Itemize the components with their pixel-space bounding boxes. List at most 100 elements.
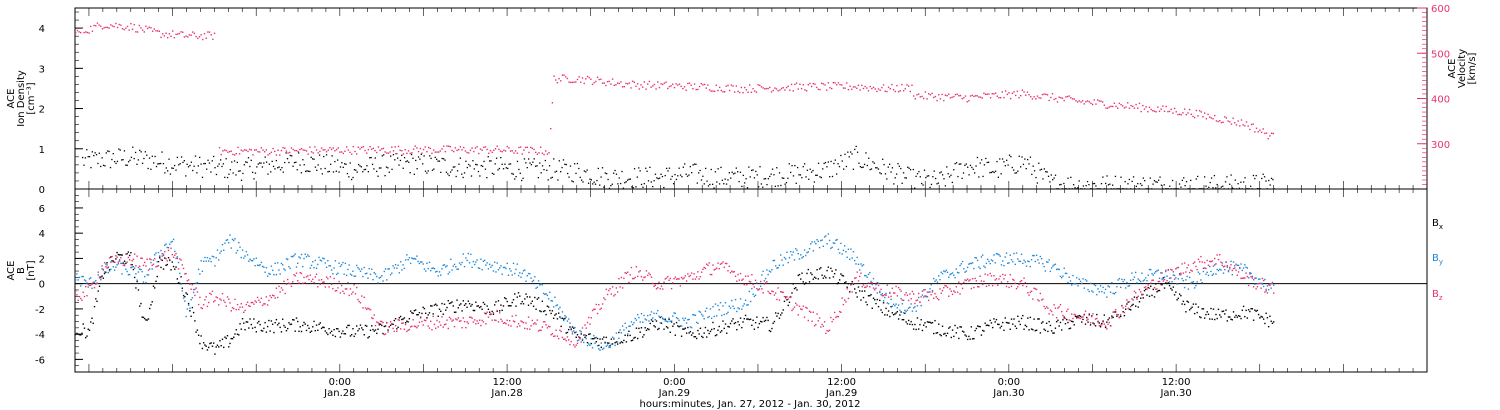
b-point-Bx [759, 320, 762, 323]
b-point-By [1138, 279, 1141, 282]
density-point [408, 161, 410, 163]
velocity-point [1091, 103, 1094, 106]
b-point-Bz [722, 261, 724, 263]
b-point-Bz [522, 321, 525, 324]
velocity-point [837, 82, 840, 84]
b-point-Bx [1257, 313, 1260, 316]
b-point-Bx [924, 322, 926, 324]
b-point-Bz [662, 288, 664, 290]
b-point-Bz [318, 279, 320, 281]
density-point [208, 162, 211, 164]
b-point-Bx [788, 301, 791, 303]
density-point [592, 183, 594, 185]
velocity-point [237, 146, 239, 149]
b-point-By [1094, 284, 1097, 287]
b-point-By [741, 308, 743, 310]
velocity-point [260, 147, 263, 149]
density-point [979, 162, 981, 164]
b-point-Bz [772, 290, 774, 293]
velocity-point [337, 147, 339, 149]
b-point-Bz [608, 289, 610, 292]
velocity-point [1165, 105, 1167, 108]
b-point-By [615, 332, 618, 334]
b-point-Bz [973, 286, 975, 289]
b-point-By [127, 273, 130, 276]
density-point [98, 152, 100, 154]
b-point-By [547, 298, 550, 300]
density-point [724, 178, 726, 180]
velocity-point [392, 150, 395, 152]
velocity-point [1247, 125, 1249, 127]
b-point-Bz [1173, 278, 1176, 280]
velocity-point [568, 81, 570, 83]
b-point-Bx [818, 268, 821, 270]
b-point-By [1251, 275, 1254, 278]
b-point-Bx [934, 319, 936, 322]
b-point-Bz [348, 294, 350, 297]
right-tick-label: 600 [1431, 4, 1450, 15]
b-point-Bx [885, 307, 887, 310]
b-point-Bx [475, 301, 477, 303]
velocity-point [565, 76, 567, 78]
density-point [944, 185, 947, 187]
density-point [242, 172, 244, 175]
b-point-Bz [867, 282, 870, 284]
b-point-Bz [609, 287, 611, 290]
b-point-Bx [1145, 288, 1147, 291]
b-point-Bz [816, 313, 818, 315]
b-point-By [428, 261, 431, 264]
density-point [877, 168, 880, 170]
velocity-point [1168, 110, 1171, 113]
b-point-Bz [147, 269, 150, 271]
b-point-Bz [201, 307, 204, 310]
velocity-point [909, 90, 912, 93]
b-point-Bz [1232, 267, 1235, 270]
b-point-Bz [446, 319, 448, 321]
b-point-Bx [1152, 288, 1154, 291]
b-point-By [910, 303, 912, 305]
velocity-point [1020, 94, 1022, 97]
b-point-Bx [928, 321, 930, 323]
density-point [941, 174, 944, 176]
b-point-By [997, 253, 999, 255]
b-point-Bz [1200, 255, 1202, 258]
density-point [1046, 171, 1048, 173]
b-point-By [781, 259, 783, 261]
b-point-Bx [1138, 301, 1141, 303]
b-point-Bx [862, 296, 865, 299]
b-point-Bz [901, 299, 904, 301]
b-point-Bx [268, 319, 270, 322]
b-point-Bx [753, 328, 756, 330]
density-point [1226, 176, 1228, 178]
density-point [1240, 181, 1242, 183]
b-point-Bx [860, 299, 862, 301]
density-point [580, 179, 583, 181]
b-point-Bx [324, 330, 327, 332]
b-point-By [1191, 281, 1193, 283]
b-point-Bx [988, 324, 990, 327]
density-point [948, 176, 951, 178]
b-point-Bx [847, 283, 850, 285]
b-point-Bz [176, 257, 179, 260]
velocity-point [1193, 116, 1196, 119]
density-point [1078, 180, 1080, 182]
b-point-Bz [511, 315, 513, 317]
velocity-point [192, 31, 194, 33]
density-point [830, 160, 832, 163]
b-point-Bx [209, 342, 211, 345]
b-point-By [1177, 278, 1180, 280]
velocity-point [695, 88, 697, 91]
b-point-By [319, 259, 322, 261]
velocity-point [672, 83, 674, 85]
b-point-Bx [359, 324, 362, 326]
b-point-Bz [1099, 324, 1102, 326]
density-point [746, 187, 749, 189]
velocity-point [1257, 131, 1259, 133]
b-point-Bx [1270, 320, 1272, 322]
velocity-point [501, 150, 503, 153]
density-point [1224, 181, 1227, 183]
density-point [886, 178, 888, 180]
b-point-Bz [728, 265, 730, 268]
b-point-Bx [943, 333, 945, 335]
b-point-Bz [709, 273, 712, 276]
